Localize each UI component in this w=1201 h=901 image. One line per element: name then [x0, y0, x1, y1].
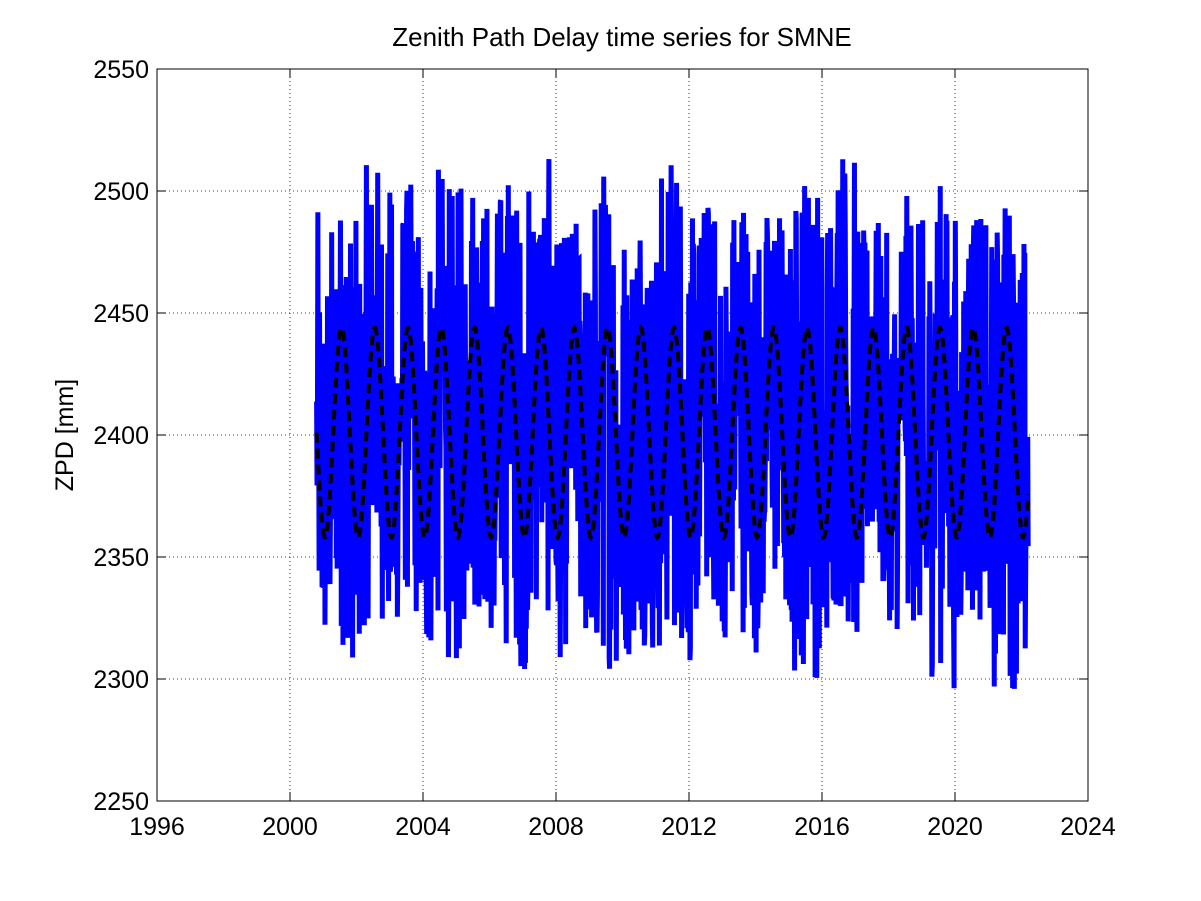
y-tick-label: 2300	[93, 666, 149, 694]
ticks: 1996 2000 2004 2008 2012 2016 2020 2024 2250 2300…	[93, 56, 1116, 841]
x-tick-label: 2012	[661, 813, 717, 841]
x-tick-label: 2004	[395, 813, 451, 841]
y-tick-label: 2350	[93, 544, 149, 572]
y-tick-label: 2400	[93, 422, 149, 450]
y-tick-label: 2550	[93, 56, 149, 84]
y-tick-label: 2500	[93, 178, 149, 206]
series-layer	[314, 159, 1031, 689]
x-tick-label: 1996	[129, 813, 185, 841]
zpd-seasonal-fit-series	[314, 324, 1031, 542]
x-tick-label: 2016	[794, 813, 850, 841]
chart-title: Zenith Path Delay time series for SMNE	[392, 22, 852, 52]
x-tick-label: 2020	[927, 813, 983, 841]
y-tick-label: 2250	[93, 788, 149, 816]
y-tick-label: 2450	[93, 300, 149, 328]
x-tick-label: 2024	[1060, 813, 1116, 841]
x-tick-label: 2000	[262, 813, 318, 841]
zpd-observed-series	[314, 159, 1031, 689]
y-axis-label: ZPD [mm]	[51, 379, 79, 492]
x-tick-label: 2008	[528, 813, 584, 841]
